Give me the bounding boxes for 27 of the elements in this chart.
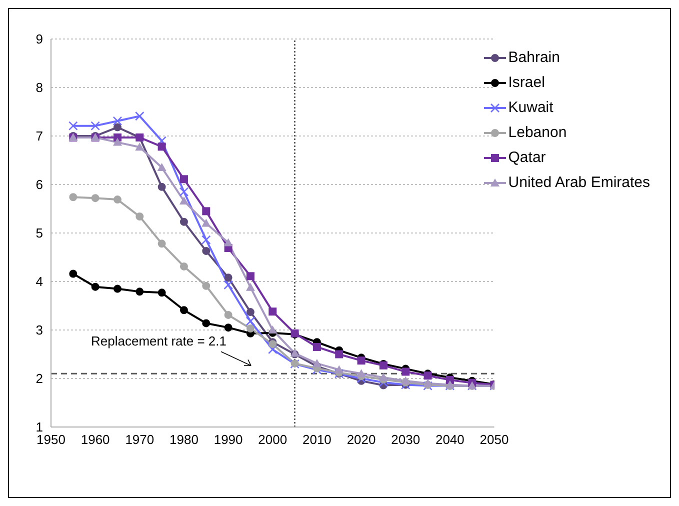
legend-label: Israel <box>508 73 545 93</box>
x-tick-label: 1950 <box>36 432 66 448</box>
y-tick-label: 3 <box>36 322 43 338</box>
x-tick-label: 2020 <box>346 432 376 448</box>
y-tick-label: 9 <box>36 32 43 47</box>
y-tick-label: 7 <box>36 128 43 144</box>
x-tick-label: 2040 <box>435 432 464 448</box>
y-tick-label: 6 <box>36 177 43 192</box>
x-tick-label: 1980 <box>170 432 198 448</box>
legend-label: Bahrain <box>508 48 560 68</box>
x-tick-label: 1970 <box>125 432 154 448</box>
y-tick-label: 4 <box>36 274 43 290</box>
x-tick-label: 1960 <box>80 432 110 448</box>
x-tick-label: 2010 <box>302 432 332 448</box>
x-tick-label: 2030 <box>391 432 420 448</box>
y-tick-label: 1 <box>36 420 43 435</box>
ref-line-label: Replacement rate = 2.1 <box>91 334 226 349</box>
legend-label: Kuwait <box>508 98 554 118</box>
y-tick-label: 5 <box>36 226 43 241</box>
x-tick-label: 2050 <box>480 432 509 448</box>
y-tick-label: 2 <box>36 371 43 386</box>
y-tick-label: 8 <box>36 80 43 96</box>
x-tick-label: 1990 <box>214 432 243 448</box>
x-tick-label: 2000 <box>258 432 288 448</box>
legend-label: Lebanon <box>508 123 567 143</box>
legend-label: United Arab Emirates <box>508 173 650 193</box>
legend-label: Qatar <box>508 148 546 168</box>
